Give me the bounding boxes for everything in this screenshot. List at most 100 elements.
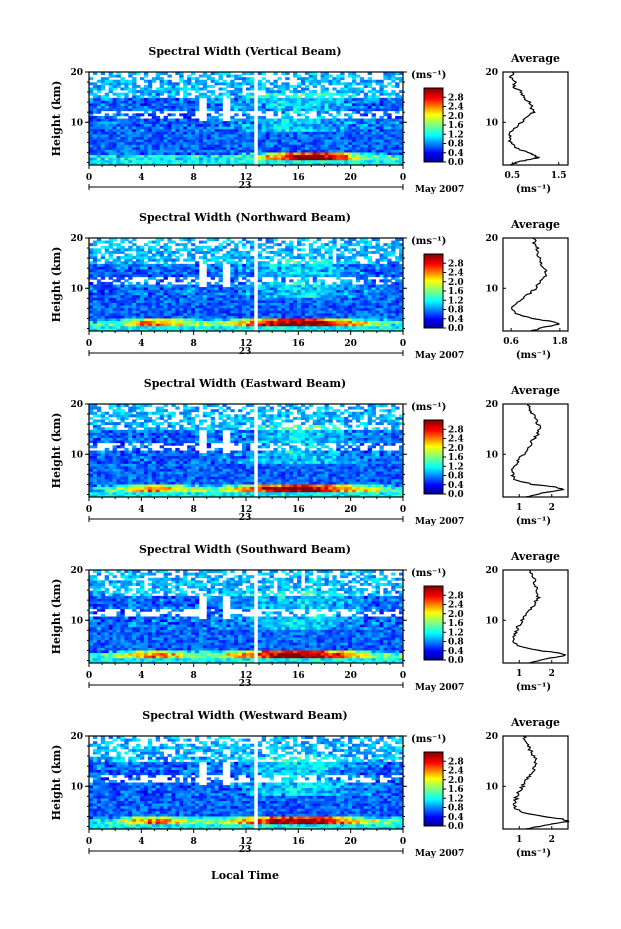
heatmap-cell (375, 95, 380, 99)
heatmap-cell (234, 269, 239, 272)
heatmap-cell (328, 144, 333, 148)
heatmap-cell (151, 123, 157, 127)
heatmap-cell (261, 315, 267, 319)
average-y-tick-label: 20 (485, 234, 498, 244)
heatmap-cell (300, 92, 306, 96)
heatmap-cell (261, 95, 267, 99)
heatmap-cell (320, 256, 325, 260)
date-label: 23 (239, 347, 252, 357)
heatmap-cell (324, 248, 329, 252)
heatmap-cell (167, 250, 172, 254)
heatmap-cell (273, 263, 278, 267)
heatmap-cell (344, 310, 349, 314)
heatmap-cell (132, 287, 137, 291)
heatmap-cell (140, 144, 145, 148)
heatmap-cell (277, 108, 282, 112)
heatmap-cell (163, 307, 168, 311)
heatmap-cell (293, 263, 298, 267)
heatmap-cell (391, 108, 396, 112)
heatmap-cell (155, 159, 161, 163)
heatmap-cell (194, 245, 200, 249)
heatmap-cell (179, 294, 184, 298)
heatmap-cell (147, 325, 153, 329)
heatmap-cell (246, 103, 251, 106)
heatmap-cell (163, 79, 168, 83)
heatmap-cell (163, 302, 168, 306)
heatmap-cell (238, 144, 243, 148)
heatmap-cell (273, 279, 278, 283)
heatmap-cell (147, 128, 153, 132)
heatmap-cell (191, 269, 196, 272)
heatmap-cell (116, 131, 121, 135)
heatmap-cell (202, 146, 208, 150)
heatmap-cell (147, 79, 153, 83)
heatmap-cell (261, 115, 267, 119)
heatmap-cell (261, 294, 267, 298)
heatmap-cell (116, 325, 121, 329)
heatmap-cell (308, 258, 314, 262)
heatmap-cell (265, 307, 270, 311)
heatmap-cell (399, 77, 404, 81)
heatmap-cell (371, 100, 376, 104)
heatmap-cell (300, 253, 306, 257)
heatmap-cell (120, 245, 125, 249)
heatmap-cell (147, 103, 153, 106)
heatmap-cell (395, 108, 400, 112)
heatmap-cell (320, 269, 325, 272)
heatmap-cell (344, 266, 349, 270)
heatmap-cell (140, 146, 145, 150)
heatmap-cell (108, 240, 113, 244)
heatmap-cell (324, 320, 329, 324)
heatmap-cell (355, 240, 361, 244)
heatmap-cell (351, 77, 357, 81)
heatmap-cell (96, 292, 102, 296)
heatmap-cell (265, 162, 270, 166)
heatmap-cell (277, 269, 282, 272)
heatmap-cell (96, 300, 102, 303)
heatmap-cell (285, 77, 290, 81)
heatmap-cell (304, 77, 310, 81)
heatmap-cell (143, 134, 149, 137)
heatmap-cell (261, 312, 267, 316)
heatmap-cell (332, 108, 337, 112)
heatmap-cell (273, 310, 278, 314)
heatmap-cell (108, 149, 113, 153)
heatmap-cell (351, 131, 357, 135)
heatmap-cell (293, 152, 298, 156)
heatmap-cell (167, 323, 172, 327)
heatmap-cell (218, 146, 223, 150)
heatmap-cell (128, 162, 133, 166)
heatmap-cell (363, 276, 369, 280)
heatmap-cell (112, 108, 117, 112)
heatmap-cell (320, 263, 325, 267)
heatmap-cell (191, 312, 196, 316)
heatmap-cell (312, 134, 318, 137)
heatmap-cell (348, 289, 353, 293)
heatmap-cell (159, 79, 164, 83)
heatmap-cell (375, 258, 380, 262)
heatmap-cell (399, 105, 404, 109)
heatmap-cell (230, 274, 235, 278)
heatmap-cell (89, 476, 94, 480)
heatmap-cell (375, 328, 380, 332)
heatmap-cell (383, 157, 388, 161)
heatmap-cell (116, 315, 121, 319)
heatmap-cell (234, 82, 239, 86)
heatmap-cell (355, 152, 361, 156)
heatmap-cell (367, 128, 372, 132)
heatmap-cell (108, 305, 113, 309)
heatmap-cell (147, 141, 153, 145)
heatmap-cell (202, 134, 208, 137)
heatmap-cell (222, 320, 227, 324)
heatmap-cell (246, 118, 251, 122)
heatmap-cell (269, 297, 274, 301)
heatmap-cell (108, 146, 113, 150)
heatmap-cell (285, 263, 290, 267)
heatmap-cell (324, 318, 329, 322)
heatmap-cell (344, 261, 349, 265)
heatmap-cell (293, 95, 298, 99)
heatmap-cell (159, 245, 164, 249)
heatmap-cell (214, 266, 219, 270)
heatmap-cell (395, 144, 400, 148)
heatmap-cell (143, 154, 149, 158)
